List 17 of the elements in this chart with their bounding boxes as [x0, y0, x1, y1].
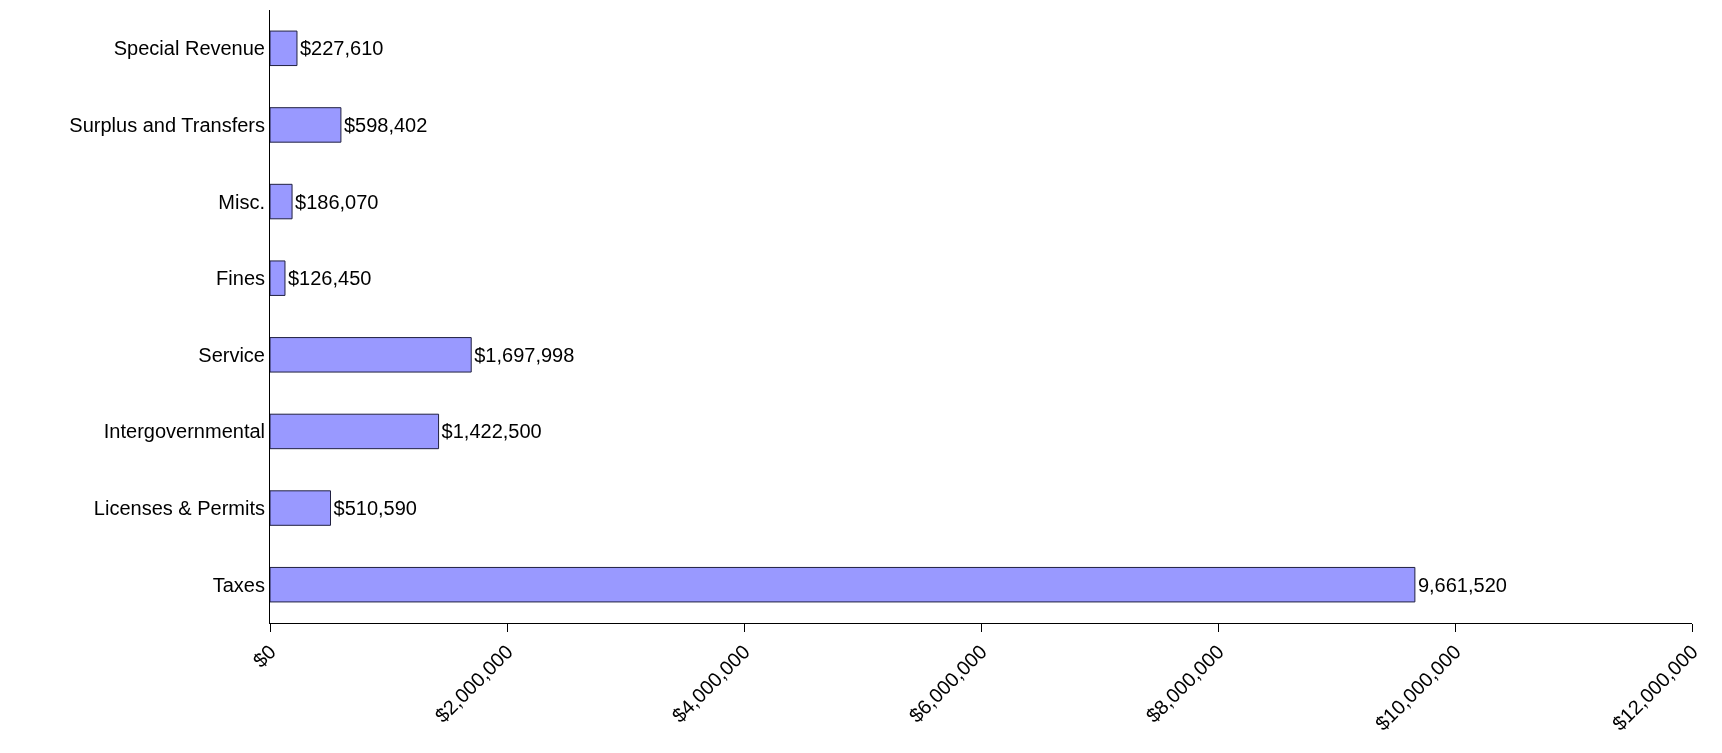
y-tick-label: Misc. — [218, 190, 265, 213]
data-label: $510,590 — [333, 497, 417, 520]
data-label: $1,697,998 — [474, 343, 575, 366]
data-label: $1,422,500 — [441, 420, 542, 443]
x-tick-label: $0 — [248, 640, 280, 672]
y-tick-label: Special Revenue — [113, 37, 265, 60]
data-label: $227,610 — [299, 37, 384, 60]
data-label: 9,661,520 — [1417, 573, 1507, 596]
y-tick-label: Service — [198, 343, 265, 366]
data-label: $126,450 — [287, 267, 372, 290]
y-tick-label: Taxes — [212, 573, 265, 596]
y-tick-label: Licenses & Permits — [93, 497, 265, 520]
data-label: $598,402 — [343, 113, 428, 136]
y-tick-label: Surplus and Transfers — [69, 113, 265, 136]
y-tick-label: Intergovernmental — [103, 420, 265, 443]
y-tick-label: Fines — [216, 267, 265, 290]
data-label: $186,070 — [295, 190, 379, 213]
